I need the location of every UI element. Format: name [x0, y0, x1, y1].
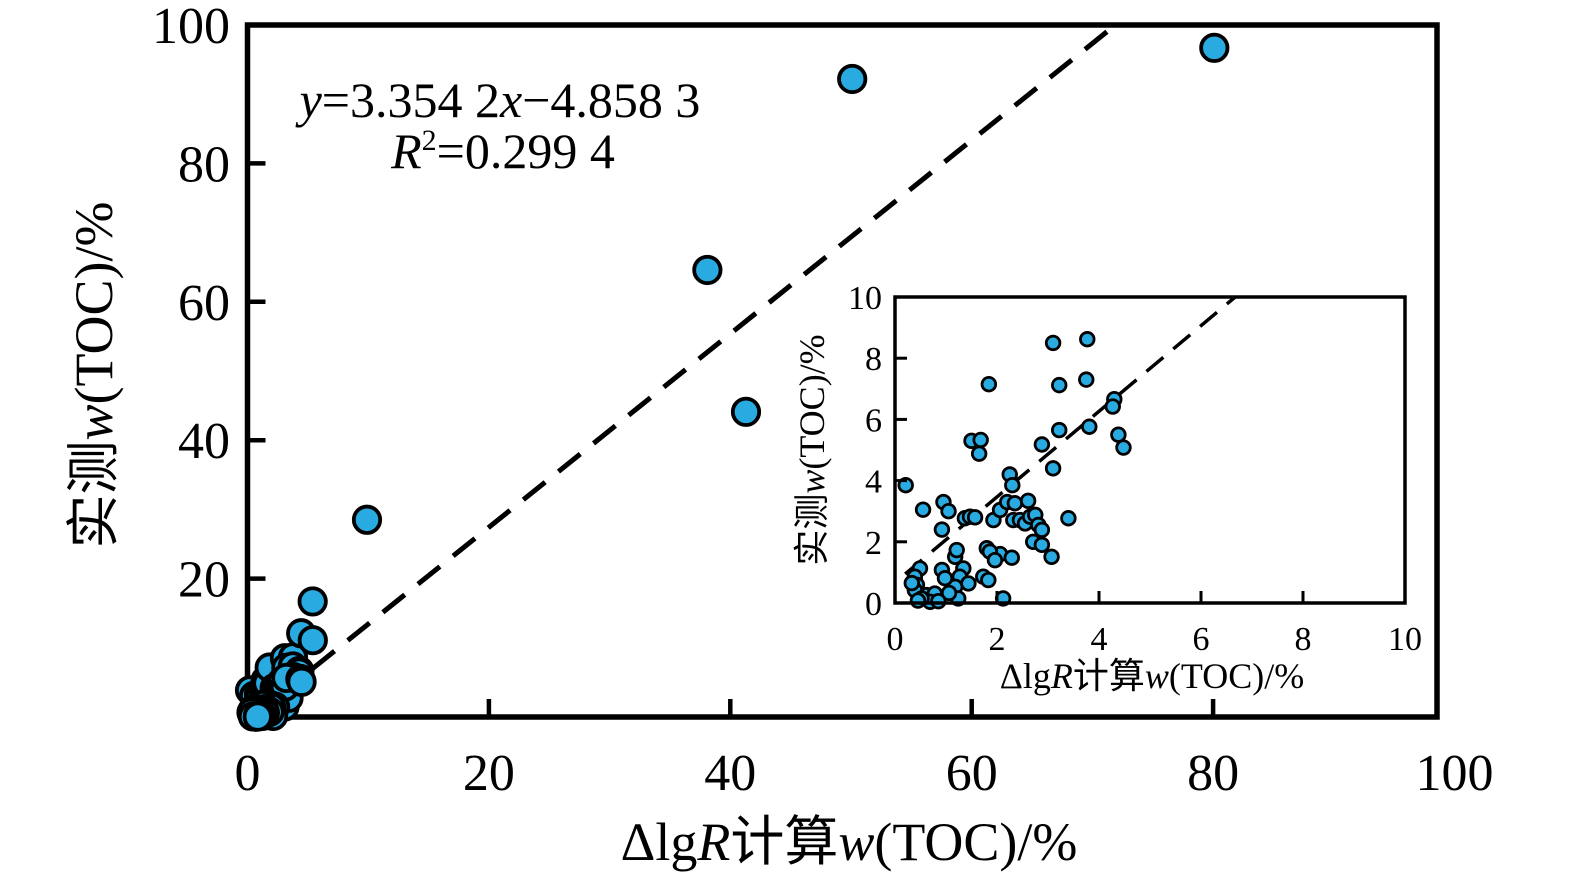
main-data-points: [234, 32, 1230, 732]
inset-data-point: [936, 570, 954, 587]
inset-data-point: [966, 509, 984, 526]
inset-axis-ticks: [895, 356, 1305, 603]
trend-line: [311, 23, 1117, 671]
inset-plot-frame: [893, 295, 1407, 605]
inset-data-point: [1019, 492, 1037, 509]
inset-data-point: [980, 571, 997, 589]
y-tick-label: 100: [152, 0, 230, 55]
inset-trend-line: [904, 295, 1237, 576]
inset-y-tick-label: 2: [865, 525, 882, 562]
inset-data-point: [903, 574, 921, 592]
y-tick-label: 40: [178, 413, 230, 470]
regression-equation: y=3.354 2x−4.858 3: [295, 72, 701, 128]
inset-data-point: [1081, 418, 1098, 435]
inset-trend-line: [904, 295, 1237, 576]
inset-background: [895, 297, 1405, 603]
r-squared-value: R2=0.299 4: [390, 123, 615, 179]
inset-data-point: [972, 431, 989, 449]
inset-y-tick-label: 10: [848, 280, 882, 317]
inset-data-point: [1078, 371, 1095, 388]
data-point: [297, 625, 328, 656]
y-tick-label: 80: [178, 136, 230, 193]
inset-data-point: [1051, 421, 1068, 439]
main-axis-ticks: [247, 161, 1216, 717]
inset-data-point: [1115, 439, 1132, 456]
data-point: [297, 586, 328, 617]
x-tick-label: 0: [235, 745, 261, 802]
x-tick-label: 100: [1416, 745, 1494, 802]
inset-data-point: [914, 501, 932, 518]
y-tick-label: 60: [178, 275, 230, 332]
inset-x-tick-label: 0: [887, 621, 904, 658]
inset-data-point: [960, 575, 977, 592]
data-point: [1199, 32, 1230, 63]
x-tick-label: 60: [946, 745, 998, 802]
inset-y-tick-label: 4: [865, 464, 882, 501]
inset-y-tick-label: 0: [865, 586, 882, 623]
x-tick-label: 80: [1187, 745, 1239, 802]
inset-data-point: [1060, 510, 1077, 527]
data-point: [837, 63, 868, 95]
inset-data-point: [1104, 398, 1121, 415]
inset-data-point: [930, 592, 947, 610]
inset-x-tick-label: 6: [1193, 621, 1210, 658]
inset-x-tick-label: 10: [1388, 621, 1422, 658]
x-tick-label: 40: [704, 745, 756, 802]
inset-data-point: [909, 592, 927, 609]
inset-data-point: [1044, 334, 1062, 352]
main-x-axis-label: ΔlgR计算w(TOC)/%: [621, 812, 1078, 872]
inset-y-tick-label: 8: [865, 341, 882, 378]
x-tick-label: 20: [463, 745, 515, 802]
inset-data-point: [1006, 495, 1024, 512]
main-trend-line: [311, 23, 1117, 671]
inset-data-points: [897, 331, 1132, 610]
inset-data-point: [940, 503, 957, 520]
data-point: [730, 396, 762, 427]
inset-data-point: [1043, 548, 1060, 565]
inset-tick-labels: 0 2 4 6 8 10 0 2 4 6 8 10: [848, 280, 1422, 658]
inset-data-point: [1003, 549, 1020, 566]
main-plot-frame: [244, 22, 1440, 720]
inset-data-point: [980, 376, 998, 393]
inset-data-point: [1033, 436, 1051, 453]
data-point: [286, 666, 317, 697]
data-point: [692, 254, 723, 286]
inset-data-point: [1004, 476, 1021, 494]
inset-data-point: [1044, 460, 1062, 477]
inset-x-axis-label: ΔlgR计算w(TOC)/%: [1000, 656, 1305, 696]
inset-data-point: [948, 541, 965, 559]
y-tick-label: 20: [178, 552, 230, 609]
inset-x-tick-label: 2: [989, 621, 1006, 658]
inset-data-point: [970, 445, 988, 462]
inset-data-point: [986, 551, 1004, 569]
inset-x-tick-label: 4: [1091, 621, 1108, 658]
inset-data-point: [933, 521, 951, 538]
data-point: [351, 504, 383, 535]
inset-y-tick-label: 6: [865, 402, 882, 439]
data-point: [242, 701, 273, 732]
inset-data-point: [1079, 331, 1096, 348]
main-y-axis-label: 实测w(TOC)/%: [64, 201, 124, 548]
inset-x-tick-label: 8: [1295, 621, 1312, 658]
inset-data-point: [1033, 536, 1051, 554]
inset-data-point: [1051, 376, 1068, 394]
inset-y-axis-label: 实测w(TOC)/%: [792, 334, 832, 565]
